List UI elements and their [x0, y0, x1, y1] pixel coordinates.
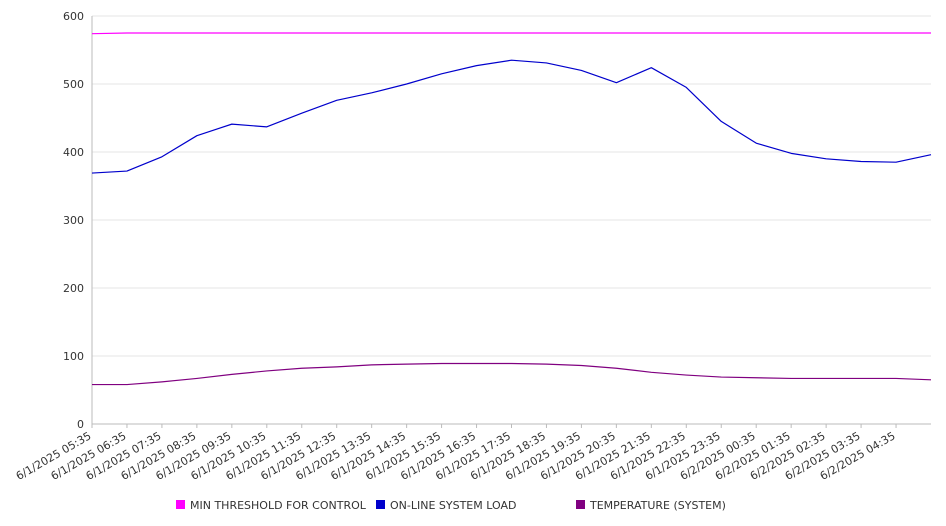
- y-tick-label: 0: [77, 418, 84, 431]
- legend-swatch: [576, 500, 585, 509]
- legend: MIN THRESHOLD FOR CONTROL ON-LINE SYSTEM …: [176, 499, 726, 512]
- grid: [92, 15, 931, 357]
- series-line-on-line-system-load: [91, 59, 932, 174]
- y-tick-label: 300: [63, 214, 84, 227]
- legend-swatch: [176, 500, 185, 509]
- y-tick-label: 100: [63, 350, 84, 363]
- y-tick-label: 600: [63, 10, 84, 23]
- y-tick-labels: 0 100 200 300 400 500 600: [63, 10, 84, 431]
- y-tick-label: 200: [63, 282, 84, 295]
- series-line-min-threshold-for-control: [91, 32, 931, 35]
- legend-label: MIN THRESHOLD FOR CONTROL: [190, 499, 367, 512]
- legend-label: ON-LINE SYSTEM LOAD: [390, 499, 516, 512]
- legend-label: TEMPERATURE (SYSTEM): [589, 499, 726, 512]
- y-tick-label: 500: [63, 78, 84, 91]
- legend-swatch: [376, 500, 385, 509]
- y-tick-label: 400: [63, 146, 84, 159]
- x-tick-labels: 6/1/2025 05:356/1/2025 06:356/1/2025 07:…: [14, 424, 898, 483]
- series-lines: [91, 32, 932, 386]
- series-line-temperature-system: [92, 362, 932, 386]
